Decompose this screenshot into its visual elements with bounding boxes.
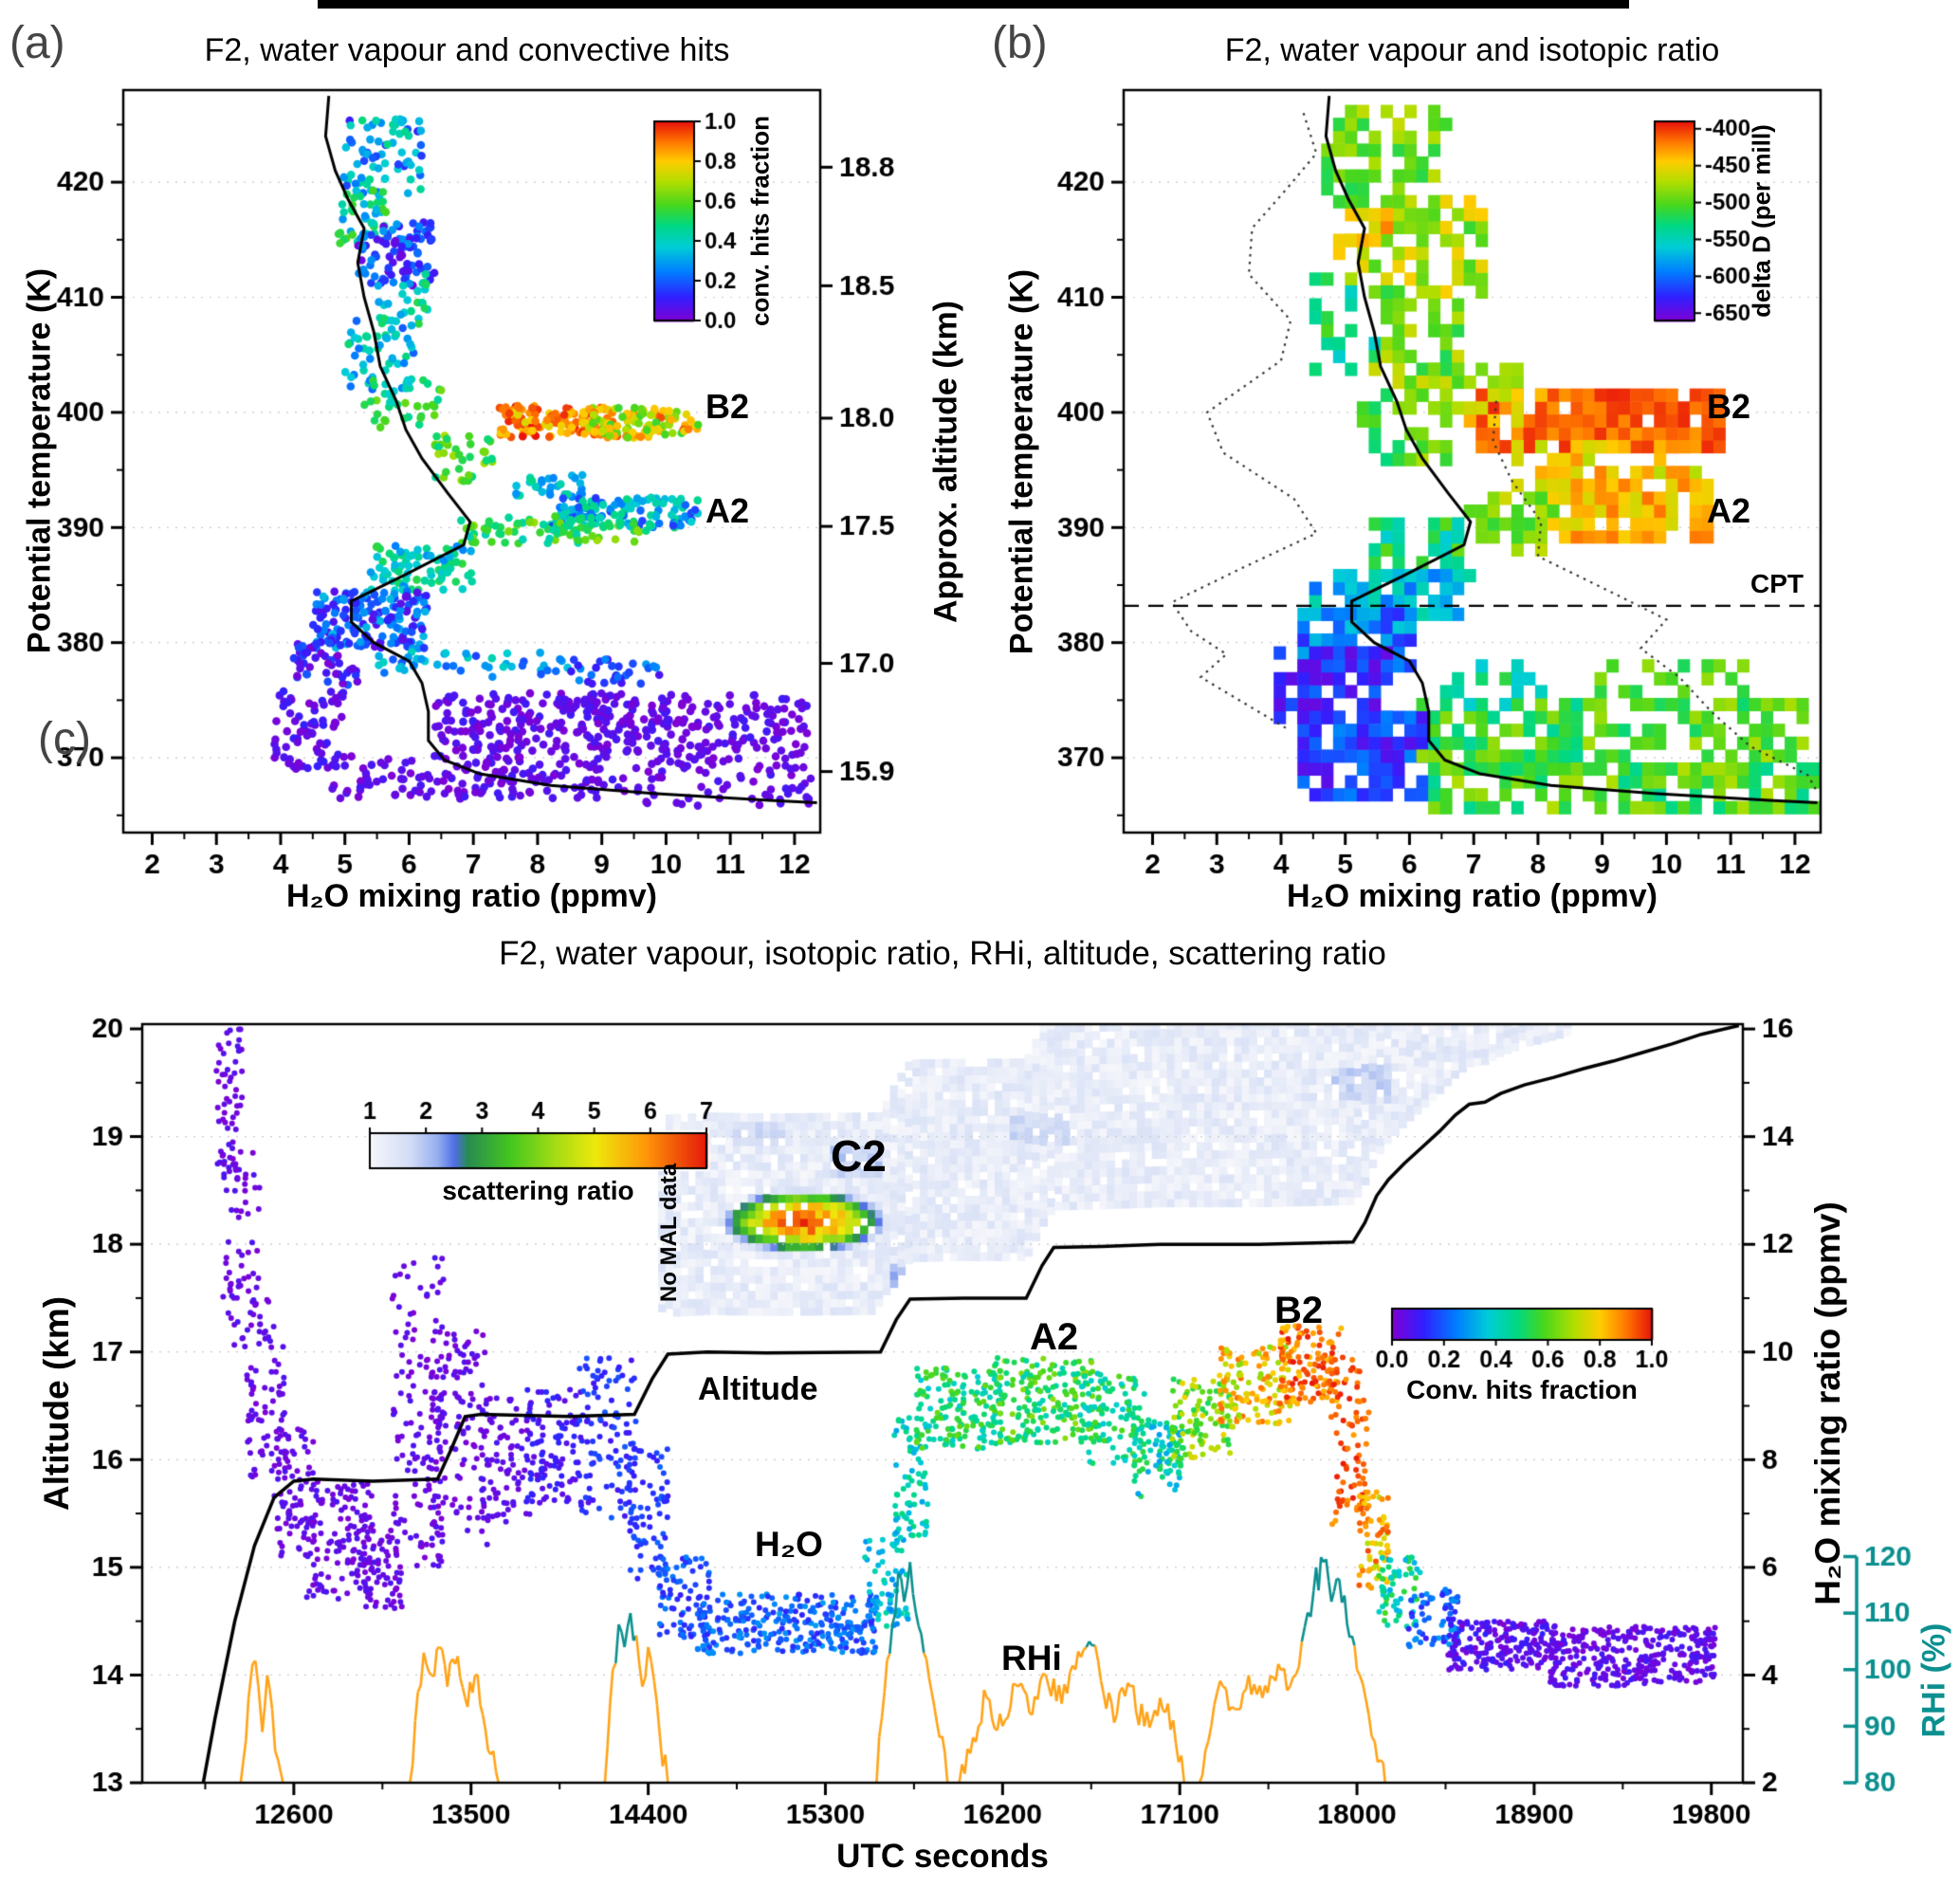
panel-c-plot — [0, 929, 1960, 1888]
panel-b-label-a2: A2 — [1707, 491, 1751, 530]
panel-b-xlabel: H₂O mixing ratio (ppmv) — [1286, 878, 1658, 914]
panel-b-label-b2: B2 — [1707, 387, 1751, 426]
panel-b-letter: (b) — [992, 18, 1048, 68]
panel-c-scatterbar-label: scattering ratio — [442, 1176, 634, 1205]
panel-c-ylabel-right: H₂O mixing ratio (ppmv) — [1808, 1201, 1847, 1605]
panel-c-label-c2: C2 — [831, 1131, 887, 1181]
panel-a-plot — [0, 0, 981, 929]
panel-a-label-b2: B2 — [705, 387, 750, 426]
panel-b-ylabel: Potential temperature (K) — [1003, 268, 1040, 655]
panel-c-ylabel: Altitude (km) — [37, 1295, 76, 1512]
panel-c-label-no-mal-data: No MAL data — [656, 1163, 682, 1303]
panel-b-label-cpt: CPT — [1750, 569, 1804, 598]
panel-b-title: F2, water vapour and isotopic ratio — [1224, 32, 1720, 68]
panel-c-convbar-label: Conv. hits fraction — [1406, 1375, 1638, 1404]
panel-c-label-h2o: H₂O — [755, 1525, 823, 1564]
panel-a-label-a2: A2 — [705, 491, 750, 530]
panel-b-colorbar-label: delta D (per mill) — [1747, 124, 1776, 318]
panel-c-label-rhi: RHi — [1001, 1639, 1062, 1677]
panel-a-letter: (a) — [9, 18, 65, 68]
panel-a-ylabel-right: Approx. altitude (km) — [927, 300, 964, 624]
panel-a-title: F2, water vapour and convective hits — [204, 32, 730, 68]
panel-c-label-a2: A2 — [1030, 1316, 1079, 1358]
panel-b-plot — [981, 0, 1960, 929]
panel-c-label-altitude: Altitude — [698, 1371, 818, 1407]
panel-a-ylabel: Potential temperature (K) — [21, 267, 58, 654]
panel-c-rhi-axis-label: RHi (%) — [1915, 1622, 1952, 1738]
panel-a-colorbar-label: conv. hits fraction — [745, 116, 775, 326]
panel-c-letter: (c) — [38, 714, 91, 764]
panel-c-title: F2, water vapour, isotopic ratio, RHi, a… — [499, 935, 1386, 972]
panel-c-xlabel: UTC seconds — [836, 1838, 1049, 1875]
panel-c-label-b2: B2 — [1274, 1290, 1324, 1331]
panel-a-xlabel: H₂O mixing ratio (ppmv) — [285, 878, 658, 914]
